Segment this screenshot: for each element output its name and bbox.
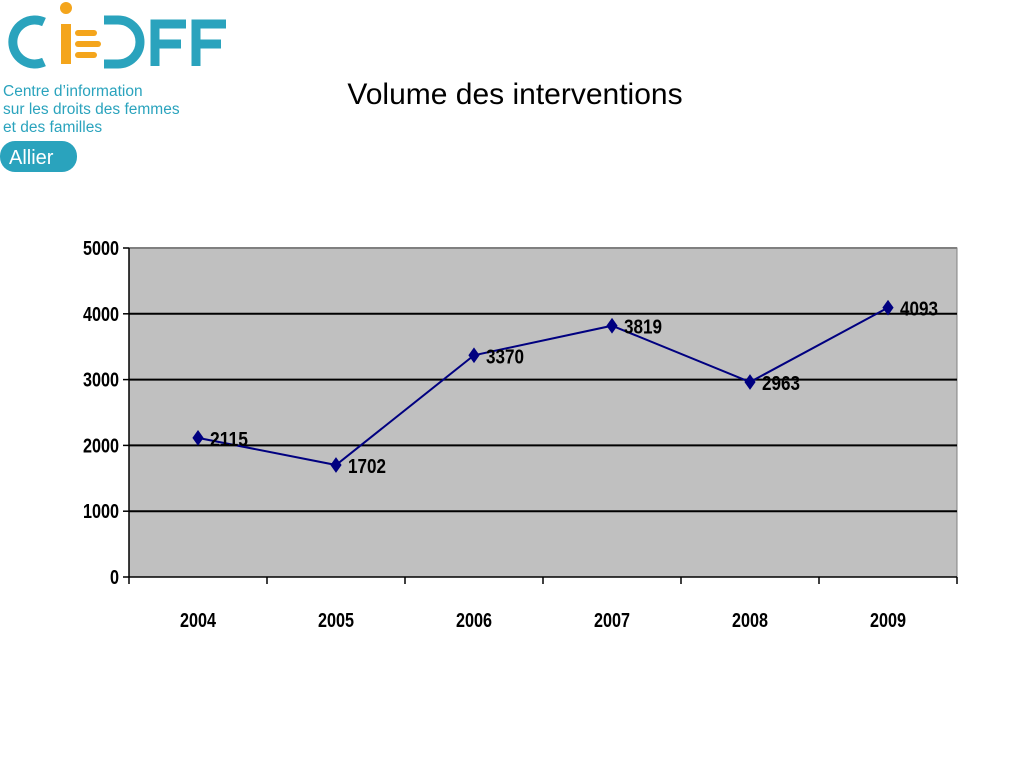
data-label-2004: 2115 [210,429,248,451]
plot-area-group [128,247,958,578]
data-label-2008: 2963 [762,373,800,395]
slide-title: Volume des interventions [347,78,683,111]
logo-line-2: sur les droits des femmes [3,101,180,118]
plot-area [128,247,958,578]
logo-letter-f2 [191,19,226,66]
data-point-2007 [606,317,618,334]
logo-bar-2 [75,41,101,47]
logo-letter-d [104,15,145,69]
logo-letter-f1 [150,19,186,66]
y-tick-label-3000: 3000 [83,370,119,392]
logo-badge-text: Allier [9,147,54,169]
data-point-2008 [744,374,756,390]
y-tick-label-0: 0 [110,567,119,589]
x-tick-label-2006: 2006 [456,610,492,632]
data-label-2006: 3370 [486,346,524,368]
y-tick-label-5000: 5000 [83,238,119,260]
axes-group: 0 1000 2000 3000 4000 5000 2004 2005 2006 2007 200… [83,238,958,632]
y-tick-label-4000: 4000 [83,304,119,326]
logo-i-dot [60,2,72,14]
logo-badge [0,141,77,172]
data-label-2005: 1702 [348,456,386,478]
labels-group: 2115 1702 3370 3819 2963 4093 [210,299,938,478]
x-tick-label-2004: 2004 [180,610,217,632]
logo-line-3: et des familles [3,119,102,136]
gridlines-group [129,312,957,513]
x-tick-label-2007: 2007 [594,610,630,632]
x-tick-label-2008: 2008 [732,610,768,632]
logo-line-1: Centre d’information [3,83,143,100]
series-line-0 [197,306,889,467]
data-label-2009: 4093 [900,299,938,321]
cidff-allier-logo: Centre d’information sur les droits des … [0,2,226,172]
data-point-2004 [192,429,204,446]
data-point-2009 [882,299,894,316]
logo-letter-c [8,15,46,69]
logo-bar-3 [75,52,97,58]
data-label-2007: 3819 [624,317,662,339]
y-tick-label-1000: 1000 [83,501,119,523]
logo-i-stem [61,24,71,64]
data-point-2006 [468,347,480,364]
series-group [192,299,894,473]
x-tick-label-2009: 2009 [870,610,906,632]
logo-bar-1 [75,30,97,36]
x-tick-label-2005: 2005 [318,610,354,632]
y-tick-label-2000: 2000 [83,435,119,457]
data-point-2005 [330,457,342,473]
